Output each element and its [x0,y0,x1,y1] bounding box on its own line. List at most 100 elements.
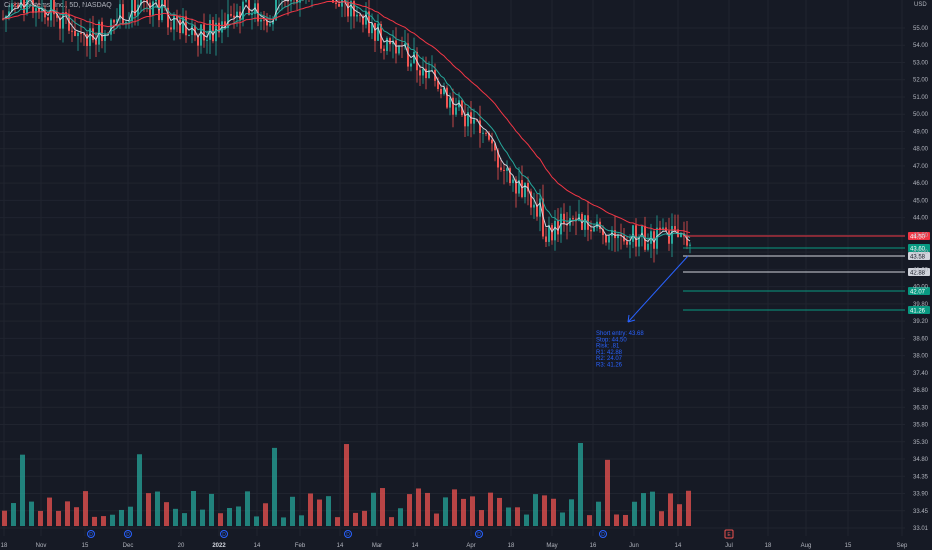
r3-level-label: 41.26 [910,309,926,315]
candle-body [626,241,628,245]
annotation-line: Risk: .81 [596,344,620,350]
candle-body [113,19,115,23]
annotation-arrow-line [627,255,689,323]
volume-bar [101,516,106,526]
volume-bar [533,494,538,526]
candle-body [92,28,94,41]
y-tick-label: 50.00 [913,112,929,118]
x-tick-label: 16 [590,543,597,549]
candle-body [548,225,550,242]
candle-body [251,14,253,16]
volume-bar [173,508,178,526]
volume-bar [335,517,340,526]
candle-body [428,70,430,79]
candle-body [383,48,385,52]
candle-body [47,17,49,21]
y-tick-label: 44.00 [913,216,929,222]
volume-bar [20,454,25,526]
y-tick-label: 55.00 [913,26,929,32]
candle-body [44,8,46,18]
candle-body [188,34,190,36]
candle-body [662,227,664,230]
volume-bar [497,497,502,526]
volume-bar [74,507,79,526]
volume-bar [146,493,151,526]
candle-body [509,168,511,184]
candle-body [170,27,172,30]
candle-body [290,0,292,2]
volume-bar [560,512,565,526]
candle-body [356,14,358,17]
y-tick-label: 53.00 [913,60,929,66]
y-tick-label: 33.01 [913,526,929,532]
candle-body [197,35,199,46]
r3-level-tag [908,306,930,314]
candle-body [686,235,688,246]
candle-body [491,139,493,144]
candle-body [497,150,499,168]
annotation-line: R1: 42.88 [596,350,623,356]
candle-body [623,235,625,242]
candle-body [674,226,676,230]
candle-body [173,15,175,30]
dividend-marker [124,530,132,538]
candle-body [671,226,673,244]
candle-body [296,0,298,3]
x-tick-label: Aug [801,543,812,549]
volume-bar [488,492,493,526]
candle-body [587,215,589,230]
volume-bar [596,501,601,526]
candle-body [500,167,502,170]
candle-body [455,107,457,115]
volume-bar [47,497,52,526]
dividend-marker [599,530,607,538]
volume-bar [551,498,556,526]
candle-body [20,0,22,8]
candle-body [182,16,184,34]
volume-bar [344,444,349,526]
volume-bar [92,516,97,526]
currency-label: USD [914,2,927,8]
x-tick-label: 15 [845,543,852,549]
candle-body [95,40,97,45]
candle-body [233,15,235,18]
x-tick-label: May [546,543,557,549]
x-tick-label: 18 [765,543,772,549]
annotation-line: R3: 41.26 [596,363,623,369]
candle-body [647,243,649,250]
volume-bar [506,507,511,526]
price-axis: 55.00 54.00 53.00 52.00 51.00 50.00 49.00 48.00… [913,26,929,532]
volume-bar [236,506,241,526]
entry-level-tag [908,252,930,260]
candle-body [11,4,13,12]
volume-bar [254,516,259,526]
x-tick-label: Jul [725,543,733,549]
volume-bar [623,514,628,526]
y-tick-label: 46.00 [913,181,929,187]
candle-body [584,215,586,230]
candle-body [146,0,148,3]
y-tick-label: 52.00 [913,78,929,84]
candle-body [413,51,415,64]
candle-body [452,97,454,115]
y-tick-label: 51.00 [913,95,929,101]
volume-bar [110,514,115,526]
volume-bar [434,513,439,526]
candle-body [614,230,616,239]
x-tick-label: 20 [178,543,185,549]
candle-body [53,0,55,15]
candle-body [218,22,220,33]
candle-body [533,204,535,208]
volume-bar [650,491,655,526]
candle-body [563,213,565,224]
volume-bar [362,510,367,526]
entry-level-label: 43.58 [910,255,926,261]
volume-bar [479,510,484,526]
candle-body [443,87,445,95]
volume-bar [380,488,385,526]
candle-body [359,14,361,16]
candle-body [122,4,124,25]
x-tick-label: Mar [372,543,382,549]
volume-bar [164,502,169,526]
